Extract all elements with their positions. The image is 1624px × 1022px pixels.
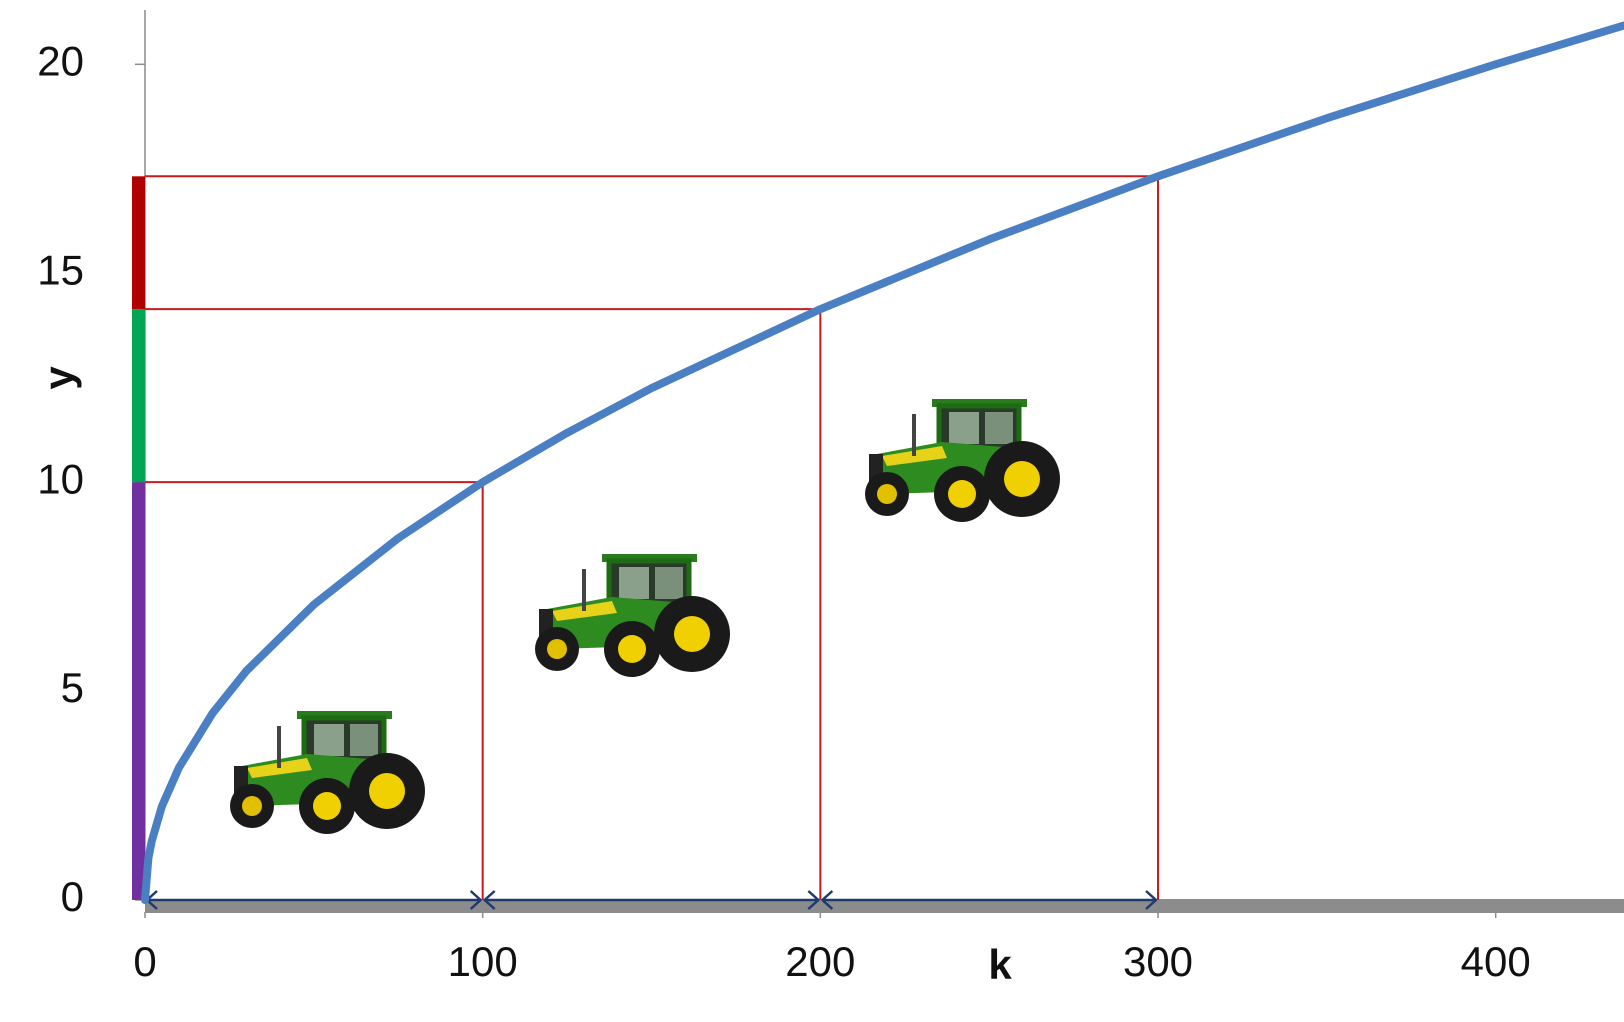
x-tick-label: 300 <box>1123 938 1193 985</box>
tractor-icon <box>230 711 425 834</box>
y-axis-label: y <box>35 366 82 390</box>
y-tick-label: 15 <box>37 246 84 293</box>
y-tick-label: 0 <box>61 873 84 920</box>
y-segment <box>132 482 145 900</box>
y-segment <box>132 309 145 483</box>
y-tick-label: 5 <box>61 664 84 711</box>
x-tick-label: 400 <box>1461 938 1531 985</box>
y-segment <box>132 176 145 310</box>
y-tick-label: 20 <box>37 37 84 84</box>
x-tick-label: 100 <box>448 938 518 985</box>
x-tick-label: 0 <box>133 938 156 985</box>
y-tick-label: 10 <box>37 455 84 502</box>
x-axis-label: k <box>988 941 1012 988</box>
tractor-icon <box>535 554 730 677</box>
curve <box>141 21 1624 904</box>
tractor-icon <box>865 399 1060 522</box>
x-tick-label: 200 <box>785 938 855 985</box>
